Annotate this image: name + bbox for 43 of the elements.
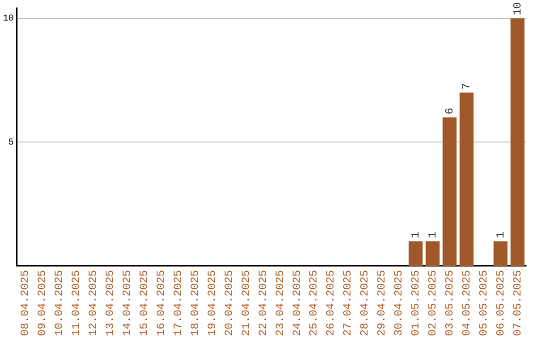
- bar: [460, 92, 474, 266]
- x-tick-label: 11.04.2025: [71, 270, 84, 336]
- x-tick-label: 27.04.2025: [342, 270, 355, 336]
- x-tick-label: 20.04.2025: [224, 270, 236, 336]
- x-tick-label: 24.04.2025: [292, 270, 304, 336]
- x-tick-label: 19.04.2025: [206, 270, 219, 336]
- bar: [494, 241, 508, 266]
- x-tick-label: 07.05.2025: [512, 270, 524, 336]
- x-tick-label: 30.04.2025: [394, 270, 406, 336]
- x-tick-label: 05.05.2025: [478, 270, 490, 336]
- bar: [426, 241, 440, 266]
- x-tick-label: 14.04.2025: [122, 270, 134, 336]
- x-tick-label: 15.04.2025: [139, 270, 152, 336]
- x-tick-label: 26.04.2025: [326, 270, 338, 336]
- data-label: 6: [444, 108, 457, 114]
- x-tick-label: 21.04.2025: [240, 270, 253, 336]
- data-label: 10: [512, 2, 524, 16]
- x-tick-label: 04.05.2025: [462, 270, 474, 336]
- x-tick-label: 06.05.2025: [495, 270, 508, 336]
- x-tick-label: 29.04.2025: [376, 270, 389, 336]
- x-tick-label: 12.04.2025: [88, 270, 100, 336]
- x-tick-label: 17.04.2025: [172, 270, 185, 336]
- bar: [408, 241, 423, 266]
- x-tick-label: 22.04.2025: [258, 270, 270, 336]
- x-tick-label: 02.05.2025: [428, 270, 440, 336]
- x-tick-label: 13.04.2025: [105, 270, 118, 336]
- x-tick-label: 09.04.2025: [37, 270, 50, 336]
- data-label: 1: [428, 231, 440, 238]
- bar: [510, 18, 524, 266]
- x-tick-label: 18.04.2025: [190, 270, 202, 336]
- x-tick-label: 03.05.2025: [444, 270, 457, 336]
- x-tick-label: 10.04.2025: [54, 270, 66, 336]
- x-tick-label: 08.04.2025: [20, 270, 32, 336]
- x-tick-label: 28.04.2025: [360, 270, 372, 336]
- data-label: 7: [462, 83, 474, 90]
- y-tick-label: 5: [8, 138, 14, 148]
- data-label: 1: [495, 231, 508, 238]
- x-tick-label: 01.05.2025: [410, 270, 423, 336]
- bar: [442, 117, 457, 266]
- x-tick-label: 25.04.2025: [308, 270, 321, 336]
- data-label: 1: [410, 231, 423, 238]
- x-tick-label: 23.04.2025: [274, 270, 287, 336]
- x-tick-label: 16.04.2025: [156, 270, 168, 336]
